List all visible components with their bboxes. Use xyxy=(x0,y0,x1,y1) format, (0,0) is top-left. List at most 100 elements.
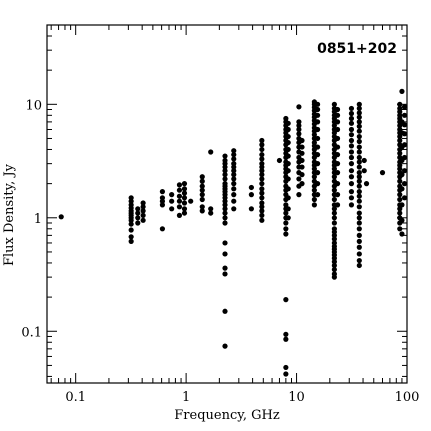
x-tick-label: 100 xyxy=(395,390,420,405)
data-point xyxy=(259,146,265,153)
data-point xyxy=(135,215,141,221)
data-point xyxy=(222,308,228,314)
data-point xyxy=(128,221,134,227)
data-point xyxy=(348,189,355,195)
data-point xyxy=(259,204,265,210)
data-point xyxy=(169,198,175,204)
data-point xyxy=(188,198,194,204)
y-axis-title: Flux Density, Jy xyxy=(2,163,17,266)
data-point xyxy=(231,168,237,174)
data-point xyxy=(397,206,403,212)
data-point xyxy=(231,198,237,204)
data-point xyxy=(314,101,321,107)
data-point xyxy=(356,114,362,120)
data-point xyxy=(399,231,405,237)
data-point xyxy=(222,157,228,164)
data-point xyxy=(259,142,265,148)
data-point xyxy=(334,135,341,142)
data-point xyxy=(331,210,337,216)
x-tick-label: 0.1 xyxy=(65,390,86,405)
data-point xyxy=(356,128,362,134)
data-point xyxy=(283,371,289,377)
data-point xyxy=(401,122,408,128)
data-point xyxy=(379,170,386,176)
data-point xyxy=(311,139,317,146)
data-point xyxy=(296,176,302,182)
data-point xyxy=(259,200,265,206)
data-point xyxy=(231,192,237,198)
data-point xyxy=(283,210,289,216)
data-point xyxy=(259,208,265,214)
data-point xyxy=(334,152,341,158)
data-point xyxy=(140,204,146,210)
data-point xyxy=(231,152,237,158)
data-point xyxy=(159,202,166,208)
data-point xyxy=(356,238,362,244)
data-point xyxy=(140,200,146,206)
data-point xyxy=(285,146,291,153)
data-point xyxy=(248,206,254,212)
y-tick-label: 1 xyxy=(34,212,42,227)
data-points xyxy=(58,88,408,377)
data-point xyxy=(356,159,362,165)
data-point xyxy=(361,157,367,164)
data-point xyxy=(356,220,362,226)
data-point xyxy=(399,217,405,223)
data-point xyxy=(181,190,188,196)
data-point xyxy=(401,104,408,110)
data-point xyxy=(128,202,134,208)
data-point xyxy=(283,364,289,371)
data-point xyxy=(397,196,403,203)
data-point xyxy=(331,206,337,212)
data-point xyxy=(311,174,317,180)
y-tick-label: 10 xyxy=(25,98,42,113)
data-point xyxy=(331,226,337,232)
data-point xyxy=(176,193,183,199)
data-point xyxy=(259,176,265,182)
data-point xyxy=(348,154,355,161)
data-point xyxy=(259,172,265,178)
data-point xyxy=(331,196,337,203)
data-point xyxy=(135,206,141,212)
data-point xyxy=(334,161,341,167)
data-point xyxy=(199,192,205,198)
data-point xyxy=(199,208,205,214)
data-point xyxy=(159,189,166,195)
y-tick-label: 0.1 xyxy=(21,325,42,340)
data-point xyxy=(331,266,337,273)
data-point xyxy=(135,220,141,226)
data-point xyxy=(222,271,228,277)
data-point xyxy=(259,195,265,201)
data-point xyxy=(356,105,362,112)
data-point xyxy=(331,215,337,221)
data-point xyxy=(299,181,305,187)
data-point xyxy=(231,172,237,178)
data-point xyxy=(285,215,291,221)
data-point xyxy=(181,186,188,192)
data-point xyxy=(356,138,362,145)
data-point xyxy=(314,170,321,176)
data-point xyxy=(397,192,403,198)
data-point xyxy=(314,126,321,133)
data-point xyxy=(222,251,228,257)
data-point xyxy=(128,195,134,201)
data-point xyxy=(356,154,362,161)
data-point xyxy=(259,161,265,167)
data-point xyxy=(356,133,362,140)
data-point xyxy=(181,200,188,206)
data-point xyxy=(285,186,291,192)
data-point xyxy=(299,144,305,150)
x-tick-label: 1 xyxy=(182,390,190,405)
data-point xyxy=(222,202,228,208)
data-point xyxy=(314,152,321,158)
data-point xyxy=(314,181,321,187)
data-point xyxy=(356,204,362,210)
data-point xyxy=(401,112,408,118)
data-point xyxy=(283,226,289,232)
data-point xyxy=(296,131,302,137)
data-point xyxy=(356,144,362,150)
data-point xyxy=(140,208,146,214)
data-point xyxy=(176,187,183,193)
data-point xyxy=(159,226,166,232)
data-point xyxy=(399,88,405,94)
